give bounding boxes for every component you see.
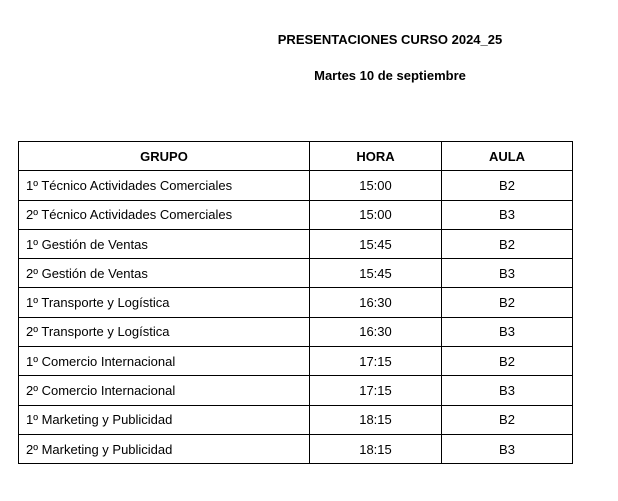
cell-grupo: 2º Gestión de Ventas: [18, 258, 310, 289]
cell-grupo: 1º Transporte y Logística: [18, 287, 310, 318]
schedule-table: GRUPO HORA AULA 1º Técnico Actividades C…: [18, 140, 573, 465]
cell-grupo: 2º Transporte y Logística: [18, 316, 310, 348]
cell-grupo: 1º Comercio Internacional: [18, 346, 310, 377]
cell-hora: 16:30: [309, 316, 442, 348]
cell-aula: B3: [441, 375, 573, 406]
cell-grupo: 1º Gestión de Ventas: [18, 228, 310, 260]
table-row: 1º Gestión de Ventas 15:45 B2: [18, 228, 573, 260]
cell-grupo: 1º Técnico Actividades Comerciales: [18, 170, 310, 201]
cell-grupo: 2º Marketing y Publicidad: [18, 433, 310, 465]
cell-hora: 17:15: [309, 375, 442, 406]
header-aula: AULA: [441, 140, 573, 172]
cell-grupo: 2º Comercio Internacional: [18, 375, 310, 406]
cell-aula: B3: [441, 316, 573, 348]
cell-aula: B2: [441, 287, 573, 318]
table-row: 1º Técnico Actividades Comerciales 15:00 B…: [18, 170, 573, 201]
cell-hora: 15:00: [309, 199, 442, 230]
header-hora: HORA: [309, 140, 442, 172]
cell-aula: B2: [441, 170, 573, 201]
table-row: 1º Transporte y Logística 16:30 B2: [18, 287, 573, 318]
cell-hora: 15:45: [309, 228, 442, 260]
document-subtitle: Martes 10 de septiembre: [314, 68, 466, 83]
cell-hora: 17:15: [309, 346, 442, 377]
table-row: 2º Técnico Actividades Comerciales 15:00 B…: [18, 199, 573, 230]
document-title: PRESENTACIONES CURSO 2024_25: [277, 32, 503, 47]
cell-aula: B2: [441, 404, 573, 435]
table-row: 2º Comercio Internacional 17:15 B3: [18, 375, 573, 406]
cell-aula: B2: [441, 346, 573, 377]
cell-hora: 18:15: [309, 404, 442, 435]
cell-hora: 15:00: [309, 170, 442, 201]
table-row: 2º Gestión de Ventas 15:45 B3: [18, 258, 573, 289]
cell-aula: B3: [441, 258, 573, 289]
header-grupo: GRUPO: [18, 140, 310, 172]
table-row: 2º Marketing y Publicidad 18:15 B3: [18, 433, 573, 465]
table-row: 2º Transporte y Logística 16:30 B3: [18, 316, 573, 348]
cell-aula: B3: [441, 199, 573, 230]
cell-aula: B3: [441, 433, 573, 465]
table-row: 1º Marketing y Publicidad 18:15 B2: [18, 404, 573, 435]
cell-aula: B2: [441, 228, 573, 260]
cell-grupo: 1º Marketing y Publicidad: [18, 404, 310, 435]
table-row: 1º Comercio Internacional 17:15 B2: [18, 346, 573, 377]
table-header-row: GRUPO HORA AULA: [18, 140, 573, 172]
cell-hora: 16:30: [309, 287, 442, 318]
cell-grupo: 2º Técnico Actividades Comerciales: [18, 199, 310, 230]
cell-hora: 18:15: [309, 433, 442, 465]
cell-hora: 15:45: [309, 258, 442, 289]
